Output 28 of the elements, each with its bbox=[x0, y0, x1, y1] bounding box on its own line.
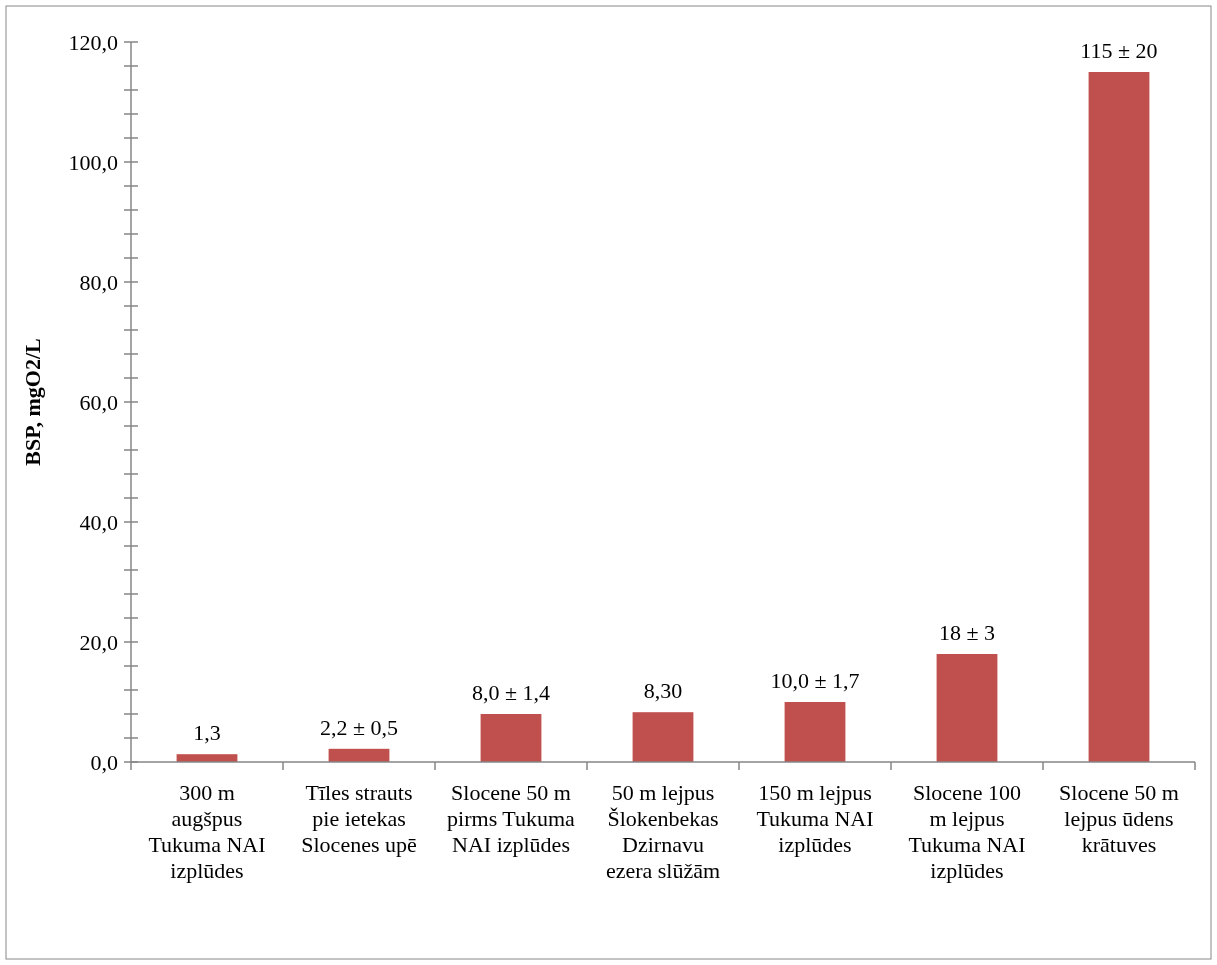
data-label: 1,3 bbox=[193, 720, 221, 746]
y-tick-label: 80,0 bbox=[79, 269, 118, 295]
x-tick-label: Slocene 50 m pirms Tukuma NAI izplūdes bbox=[447, 780, 576, 857]
y-tick-label: 100,0 bbox=[68, 149, 118, 175]
bar bbox=[784, 702, 846, 762]
y-tick-label: 20,0 bbox=[79, 629, 118, 655]
data-label: 8,0 ± 1,4 bbox=[471, 680, 551, 705]
x-tick-label: 150 m lejpus Tukuma NAI izplūdes bbox=[756, 780, 874, 857]
data-label: 115 ± 20 bbox=[1080, 38, 1158, 63]
data-label: 18 ± 3 bbox=[938, 620, 996, 645]
bar bbox=[936, 654, 998, 762]
x-tick-label: Tīles strauts pie ietekas Slocenes upē bbox=[301, 780, 417, 857]
y-tick-label: 40,0 bbox=[79, 509, 118, 535]
bar bbox=[328, 748, 390, 762]
bar bbox=[480, 714, 542, 762]
data-label: 10,0 ± 1,7 bbox=[770, 668, 860, 693]
data-label: 8,30 bbox=[643, 678, 683, 704]
y-tick-label: 0,0 bbox=[90, 749, 118, 775]
x-tick-label: Slocene 50 m lejpus ūdens krātuves bbox=[1059, 780, 1179, 857]
x-tick-label: 50 m lejpus Šlokenbekas Dzirnavu ezera slūžām bbox=[605, 780, 721, 883]
x-tick-label: 300 m augšpus Tukuma NAI izplūdes bbox=[148, 780, 266, 883]
y-tick-label: 120,0 bbox=[68, 29, 118, 55]
data-label: 2,2 ± 0,5 bbox=[319, 714, 399, 740]
y-tick-label: 60,0 bbox=[79, 389, 118, 415]
bar bbox=[632, 712, 694, 762]
y-axis-title: BSP, mgO2/L bbox=[20, 338, 45, 466]
bar bbox=[1088, 72, 1150, 762]
x-tick-label: Slocene 100 m lejpus Tukuma NAI izplūdes bbox=[908, 780, 1026, 883]
